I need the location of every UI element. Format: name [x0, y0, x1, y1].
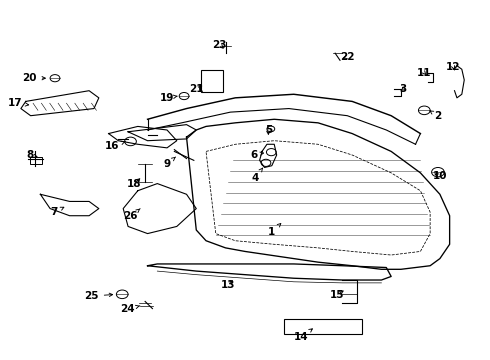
Text: 20: 20	[23, 73, 46, 83]
Text: 19: 19	[160, 93, 177, 103]
Text: 3: 3	[400, 84, 407, 94]
Text: 13: 13	[220, 280, 235, 291]
Text: 11: 11	[417, 68, 432, 78]
Text: 24: 24	[120, 304, 140, 314]
Text: 23: 23	[212, 40, 227, 50]
FancyBboxPatch shape	[30, 157, 42, 164]
Text: 17: 17	[8, 98, 28, 108]
Text: 5: 5	[265, 125, 272, 135]
FancyBboxPatch shape	[284, 319, 362, 334]
FancyBboxPatch shape	[201, 70, 223, 93]
Text: 15: 15	[329, 290, 344, 300]
Text: 12: 12	[446, 63, 461, 72]
Text: 9: 9	[164, 157, 175, 169]
Text: 18: 18	[126, 179, 141, 189]
Text: 22: 22	[340, 52, 355, 62]
Text: 4: 4	[251, 168, 263, 183]
Text: 7: 7	[50, 207, 64, 217]
Text: 2: 2	[430, 111, 441, 121]
Text: 14: 14	[294, 329, 313, 342]
Text: 6: 6	[250, 150, 264, 160]
Text: 26: 26	[123, 209, 140, 221]
Text: 10: 10	[433, 171, 447, 181]
Text: 8: 8	[26, 150, 37, 160]
Text: 21: 21	[189, 84, 203, 94]
Text: 25: 25	[84, 291, 113, 301]
Text: 1: 1	[268, 224, 281, 237]
Text: 16: 16	[105, 141, 125, 151]
